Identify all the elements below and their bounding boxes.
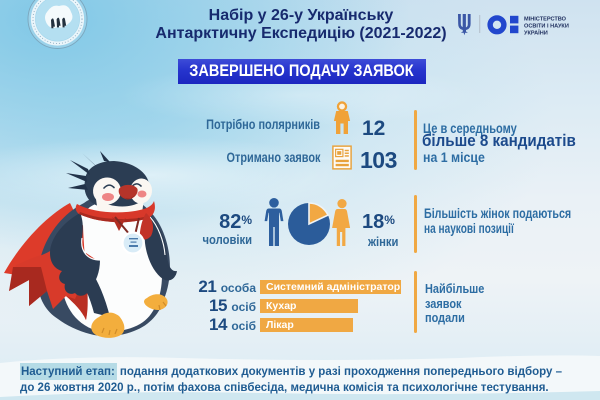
svg-text:МІНІСТЕРСТВО: МІНІСТЕРСТВО (524, 17, 567, 23)
svg-text:УКРАЇНИ: УКРАЇНИ (524, 30, 548, 37)
svg-text:ОСВІТИ І НАУКИ: ОСВІТИ І НАУКИ (524, 24, 569, 30)
